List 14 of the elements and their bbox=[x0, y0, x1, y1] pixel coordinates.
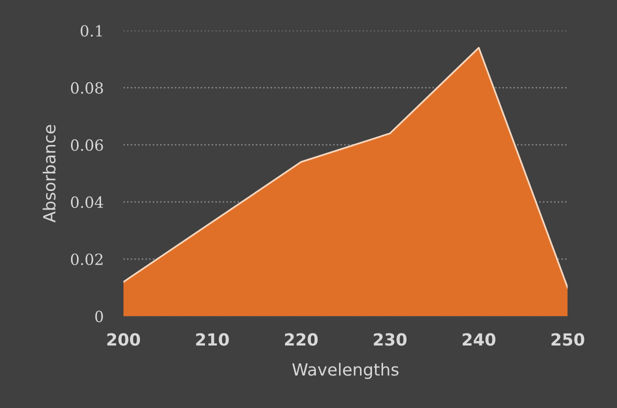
x-axis-title: Wavelengths bbox=[292, 362, 398, 380]
y-tick-label: 0.04 bbox=[70, 196, 104, 208]
x-tick-label: 230 bbox=[374, 333, 407, 346]
y-tick-label: 0.08 bbox=[70, 82, 103, 94]
y-tick-label: 0.1 bbox=[80, 25, 102, 37]
y-tick-label: 0 bbox=[95, 310, 103, 322]
x-tick-label: 220 bbox=[285, 333, 318, 346]
x-tick-label: 200 bbox=[107, 333, 140, 346]
y-tick-label: 0.06 bbox=[70, 139, 103, 151]
x-tick-label: 250 bbox=[552, 333, 584, 346]
y-tick-label: 0.02 bbox=[70, 254, 102, 266]
x-tick-label: 240 bbox=[462, 333, 496, 346]
x-tick-label: 210 bbox=[196, 333, 229, 346]
y-axis-title: Absorbance bbox=[42, 125, 56, 223]
